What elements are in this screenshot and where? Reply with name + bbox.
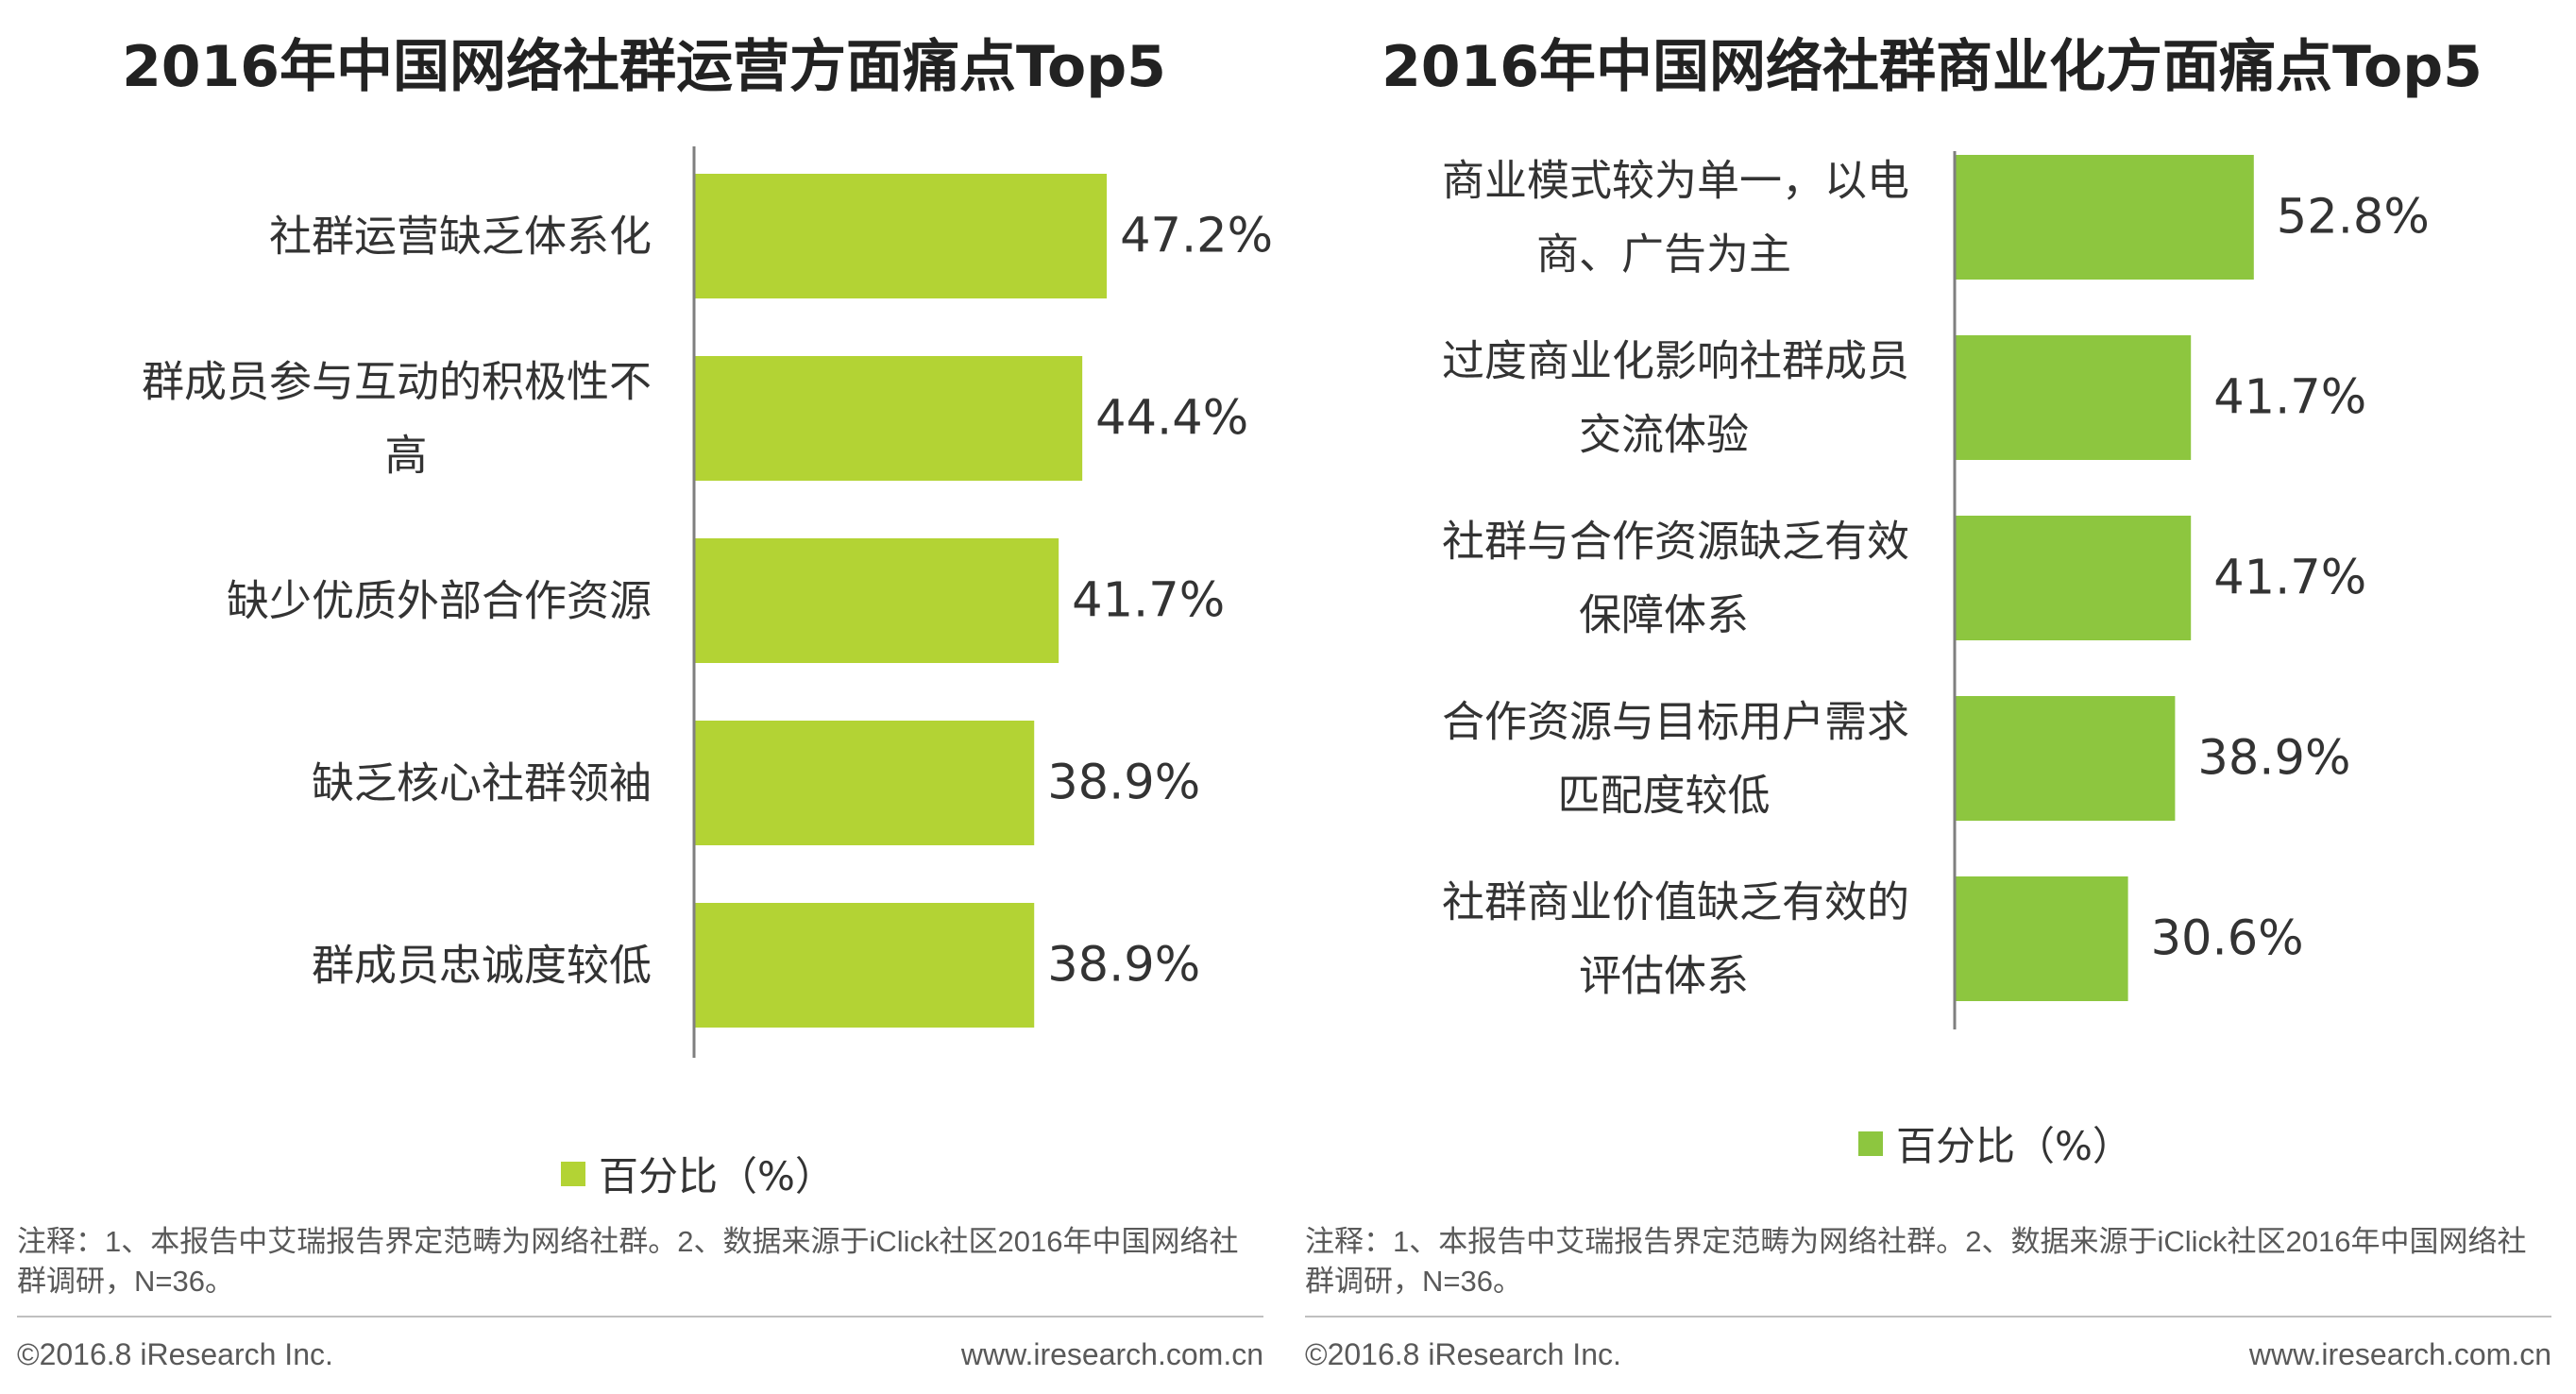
legend: 百分比（%）	[1858, 1114, 2132, 1172]
category-label: 社群运营缺乏体系化	[269, 212, 652, 262]
footer-divider	[17, 1316, 1263, 1318]
category-label: 过度商业化影响社群成员	[1442, 336, 1909, 386]
bar	[1955, 876, 2128, 1001]
bar	[694, 538, 1059, 663]
category-label: 商业模式较为单一，以电	[1442, 156, 1909, 206]
bar	[1955, 516, 2192, 640]
source-note: 注释：1、本报告中艾瑞报告界定范畴为网络社群。2、数据来源于iClick社区20…	[1305, 1225, 2527, 1298]
panel-operations: 2016年中国网络社群运营方面痛点Top5 47.2% 社群运营缺乏体系化 44.4…	[17, 34, 1273, 1371]
bar	[694, 903, 1035, 1028]
category-label: 高	[384, 431, 427, 481]
value-label: 41.7%	[2213, 370, 2366, 426]
value-label: 38.9%	[1047, 938, 1200, 994]
value-label: 38.9%	[2197, 731, 2350, 787]
bar	[694, 174, 1108, 298]
legend-label: 百分比（%）	[1896, 1123, 2132, 1169]
value-label: 30.6%	[2151, 911, 2304, 967]
source-note: 注释：1、本报告中艾瑞报告界定范畴为网络社群。2、数据来源于iClick社区20…	[17, 1225, 1239, 1298]
value-label: 44.4%	[1095, 391, 1248, 447]
chart-title: 2016年中国网络社群商业化方面痛点Top5	[1381, 34, 2483, 100]
copyright: ©2016.8 iResearch Inc.	[17, 1337, 333, 1371]
website: www.iresearch.com.cn	[960, 1337, 1263, 1371]
bar	[1955, 155, 2254, 280]
category-label: 缺少优质外部合作资源	[227, 576, 652, 626]
bar	[694, 356, 1083, 481]
bar-chart-commercialization: 52.8% 商业模式较为单一，以电商、广告为主 41.7% 过度商业化影响社群成员交流…	[1442, 151, 2430, 1029]
chart-title: 2016年中国网络社群运营方面痛点Top5	[122, 34, 1166, 100]
category-label: 匹配度较低	[1557, 771, 1770, 821]
category-label: 合作资源与目标用户需求	[1442, 697, 1909, 747]
legend-label: 百分比（%）	[599, 1153, 835, 1199]
category-label: 缺乏核心社群领袖	[312, 758, 652, 808]
bar	[1955, 335, 2192, 460]
legend-swatch	[1858, 1130, 1883, 1156]
category-label: 群成员忠诚度较低	[312, 941, 652, 991]
category-label: 群成员参与互动的积极性不	[142, 357, 652, 407]
category-label: 社群商业价值缺乏有效的	[1442, 877, 1909, 927]
value-label: 52.8%	[2277, 190, 2430, 246]
category-label: 社群与合作资源缺乏有效	[1442, 517, 1909, 567]
panel-commercialization: 2016年中国网络社群商业化方面痛点Top5 52.8% 商业模式较为单一，以电商…	[1288, 0, 2576, 1394]
legend-swatch	[561, 1161, 585, 1186]
copyright: ©2016.8 iResearch Inc.	[1305, 1337, 1621, 1371]
website: www.iresearch.com.cn	[2248, 1337, 2551, 1371]
value-label: 41.7%	[1072, 573, 1225, 629]
bar	[694, 721, 1035, 845]
category-label: 保障体系	[1579, 590, 1749, 640]
category-label: 商、广告为主	[1536, 230, 1791, 280]
value-label: 41.7%	[2213, 551, 2366, 606]
footer-divider	[1305, 1316, 2551, 1318]
category-label: 评估体系	[1579, 951, 1749, 1001]
bar	[1955, 696, 2176, 821]
category-label: 交流体验	[1579, 410, 1749, 460]
value-label: 47.2%	[1120, 209, 1273, 264]
value-label: 38.9%	[1047, 756, 1200, 811]
legend: 百分比（%）	[561, 1145, 835, 1202]
